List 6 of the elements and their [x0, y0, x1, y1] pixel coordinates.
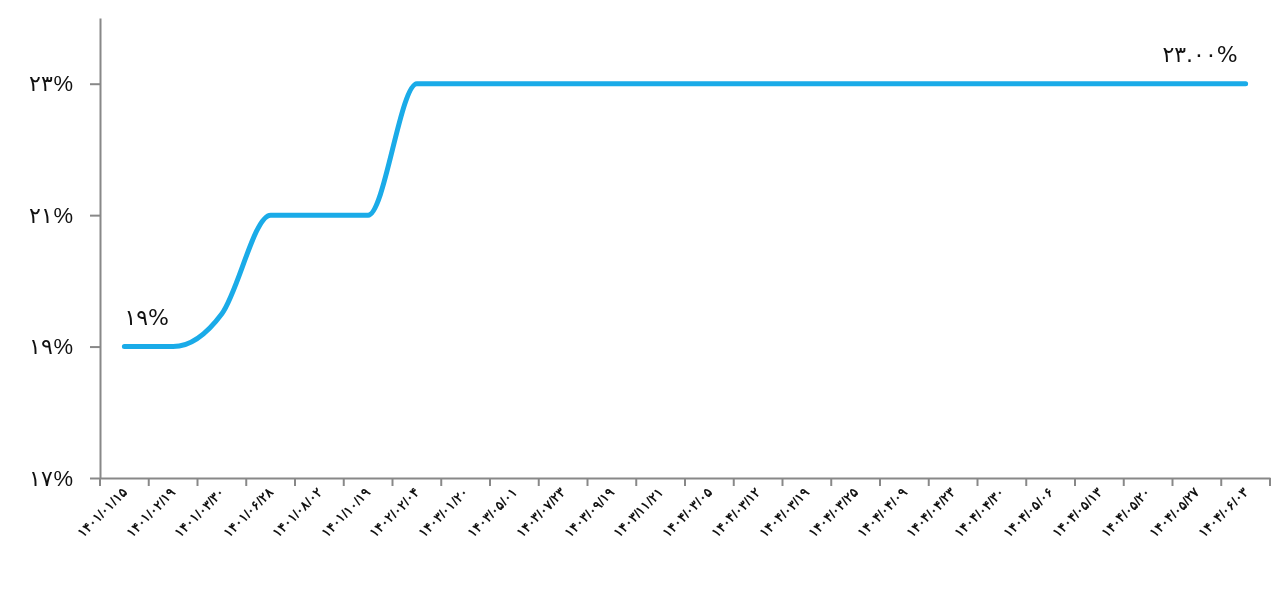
data-label: ۱۹%: [124, 304, 169, 330]
y-tick-label: ۲۱%: [29, 202, 73, 228]
y-tick-label: ۱۹%: [29, 334, 73, 360]
data-label: ۲۳.۰۰%: [1162, 41, 1238, 67]
y-tick-label: ۱۷%: [29, 465, 73, 491]
y-tick-label: ۲۳%: [29, 71, 73, 97]
